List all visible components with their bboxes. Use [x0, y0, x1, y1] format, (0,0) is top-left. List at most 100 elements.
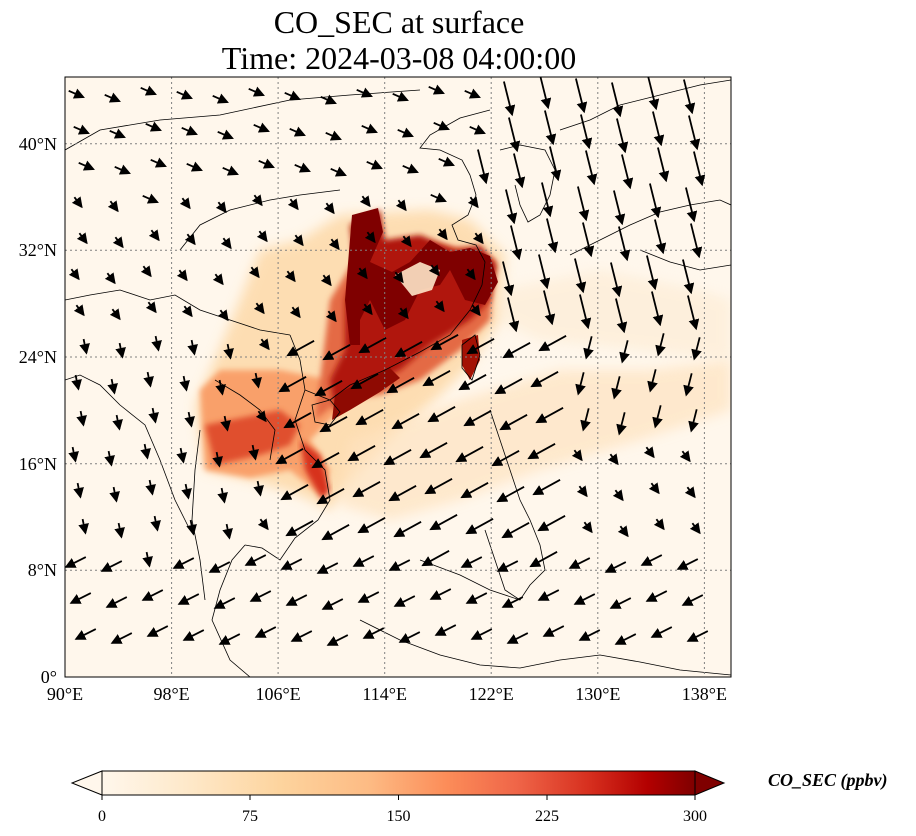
lat-tick-label: 40°N: [19, 134, 57, 154]
wind-arrow: [356, 87, 373, 98]
wind-arrow: [395, 199, 407, 212]
wind-arrow: [614, 633, 637, 645]
wind-arrow: [150, 157, 167, 168]
wind-arrow: [218, 633, 241, 645]
wind-arrow: [78, 160, 95, 171]
wind-arrow: [535, 407, 564, 424]
wind-arrow: [220, 237, 232, 250]
wind-arrow: [255, 410, 267, 423]
wind-arrow: [140, 265, 152, 278]
wind-arrow: [215, 379, 226, 396]
wind-arrow: [503, 81, 516, 117]
wind-arrow: [618, 226, 631, 262]
wind-arrow: [362, 627, 385, 639]
wind-arrow: [78, 518, 89, 535]
wind-arrow: [115, 342, 126, 359]
wind-arrow: [326, 634, 349, 646]
wind-arrow: [648, 482, 660, 495]
wind-arrow: [546, 218, 559, 254]
map-title: CO_SEC at surface: [273, 4, 525, 40]
colorbar: 0 75 150 225 300: [70, 770, 726, 825]
wind-arrow: [222, 165, 239, 176]
wind-arrow: [392, 91, 409, 102]
wind-arrow: [114, 522, 125, 539]
wind-arrow: [679, 450, 691, 463]
wind-arrow: [311, 452, 340, 469]
wind-arrow: [682, 259, 695, 295]
wind-arrow: [356, 267, 368, 280]
wind-arrow: [278, 376, 307, 393]
wind-arrow: [510, 225, 523, 261]
wind-arrow: [251, 372, 262, 389]
wind-arrow: [438, 156, 455, 167]
wind-arrow: [172, 557, 195, 569]
wind-arrow: [321, 524, 350, 541]
wind-arrow: [151, 335, 162, 352]
wind-arrow: [280, 558, 303, 570]
wind-arrow: [685, 187, 698, 223]
wind-arrow: [76, 410, 87, 427]
wind-arrow: [609, 597, 632, 609]
wind-arrow: [184, 411, 195, 428]
wind-arrow: [107, 200, 119, 213]
wind-arrow: [429, 514, 458, 531]
wind-vectors: [65, 77, 709, 646]
wind-arrow: [542, 625, 565, 637]
wind-arrow: [649, 183, 662, 219]
wind-arrow: [386, 377, 415, 394]
wind-arrow: [576, 485, 588, 498]
wind-arrow: [544, 110, 557, 146]
wind-arrow: [643, 446, 655, 459]
wind-arrow: [571, 449, 583, 462]
wind-arrow: [683, 373, 694, 397]
wind-arrow: [184, 233, 196, 246]
wind-arrow: [112, 236, 124, 249]
wind-arrow: [186, 519, 197, 536]
wind-arrow: [208, 561, 231, 573]
wind-arrow: [292, 234, 304, 247]
wind-arrow: [430, 334, 459, 351]
wind-arrow: [112, 414, 123, 431]
wind-arrow: [68, 268, 80, 281]
wind-arrow: [280, 484, 309, 501]
wind-arrow: [177, 593, 200, 605]
wind-arrow: [114, 164, 131, 175]
wind-arrow: [691, 337, 702, 361]
wind-arrow: [513, 153, 526, 189]
wind-arrow: [683, 79, 696, 115]
lat-tick-label: 16°N: [19, 454, 57, 474]
wind-arrow: [142, 193, 159, 204]
wind-arrow: [530, 371, 559, 388]
wind-arrow: [433, 120, 450, 131]
wind-arrow: [463, 410, 492, 427]
wind-arrow: [581, 521, 593, 534]
wind-arrow: [477, 149, 490, 185]
wind-arrow: [100, 560, 123, 572]
wind-arrow: [253, 480, 264, 497]
lon-tick-label: 122°E: [469, 684, 514, 704]
wind-arrow: [314, 380, 343, 397]
wind-arrow: [287, 198, 299, 211]
map-frame: [64, 76, 732, 678]
longitude-axis: 90°E 98°E 106°E 114°E 122°E 130°E 138°E: [47, 684, 727, 704]
wind-arrow: [248, 266, 260, 279]
wind-arrow: [109, 486, 120, 503]
wind-arrow: [352, 555, 375, 567]
wind-arrow: [392, 271, 404, 284]
wind-arrow: [355, 409, 384, 426]
wind-arrow: [467, 196, 479, 209]
wind-arrow: [179, 197, 191, 210]
wind-arrow: [506, 632, 529, 644]
lat-tick-label: 24°N: [19, 347, 57, 367]
wind-arrow: [361, 303, 373, 316]
wind-arrow: [580, 114, 593, 150]
wind-arrow: [611, 376, 622, 400]
lat-tick-label: 32°N: [19, 240, 57, 260]
wind-arrow: [319, 416, 348, 433]
wind-arrow: [251, 194, 263, 207]
wind-arrow: [383, 449, 412, 466]
wind-arrow: [73, 124, 90, 135]
wind-arrow: [616, 412, 627, 436]
colorbar-tick-label: 300: [683, 808, 707, 825]
